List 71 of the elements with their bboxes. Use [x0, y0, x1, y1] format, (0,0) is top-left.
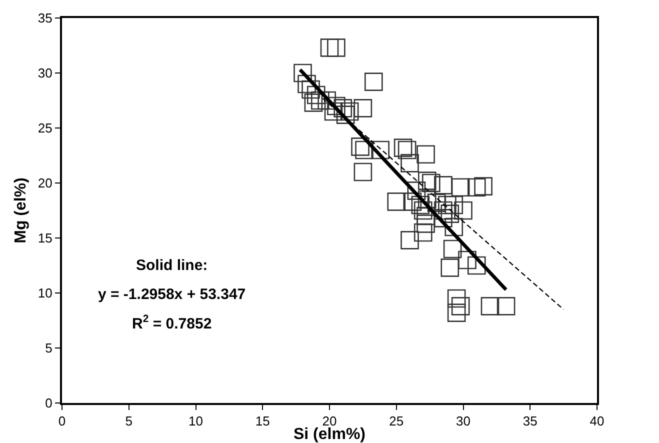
annotation: R$^{2}$ = 0.7852 [132, 313, 212, 332]
point [298, 74, 316, 94]
x-axis-title: Si (elm%) [293, 426, 366, 443]
point [444, 218, 464, 236]
point [447, 289, 466, 308]
point [474, 177, 492, 196]
point [467, 256, 486, 275]
x-tick-label: 30 [456, 414, 470, 429]
point [447, 304, 466, 322]
point [416, 145, 435, 164]
point [351, 138, 370, 156]
point [400, 154, 419, 172]
point [327, 96, 346, 116]
point [354, 162, 372, 182]
point [440, 258, 460, 277]
point [416, 214, 435, 233]
point [418, 172, 436, 190]
point [407, 182, 426, 200]
x-tick-label: 15 [255, 414, 270, 429]
point [327, 38, 346, 57]
y-tick-label: 30 [38, 66, 52, 81]
y-tick-label: 20 [38, 176, 52, 191]
y-tick-label: 25 [38, 120, 52, 136]
point [443, 240, 462, 258]
x-tick-label: 0 [58, 414, 66, 429]
y-tick-label: 10 [38, 286, 52, 301]
annotation: Solid line: [136, 257, 208, 274]
point [411, 196, 430, 214]
point [454, 201, 472, 220]
y-tick-label: 35 [38, 10, 52, 26]
point [304, 94, 323, 112]
point [414, 223, 432, 242]
point [496, 297, 516, 316]
point [354, 99, 372, 118]
point [438, 196, 456, 214]
annotation: y = -1.2958x + 53.347 [98, 286, 246, 303]
x-tick-label: 10 [188, 414, 203, 429]
point [451, 178, 470, 197]
x-tick-label: 20 [322, 414, 337, 429]
point [334, 99, 352, 118]
point [458, 250, 476, 270]
point [400, 231, 419, 250]
point [294, 64, 312, 82]
point [336, 106, 355, 124]
x-tick-label: 25 [389, 414, 404, 429]
point [340, 102, 359, 121]
point [422, 174, 440, 192]
x-tick-label: 35 [522, 414, 538, 429]
point [414, 201, 432, 220]
y-axis-title: Mg (el%) [12, 178, 30, 244]
point [320, 38, 339, 57]
point [403, 192, 422, 211]
y-tick-label: 0 [45, 396, 52, 411]
y-tick-label: 15 [38, 230, 52, 246]
point [302, 80, 320, 99]
point [440, 204, 460, 223]
point [364, 72, 383, 91]
y-tick-label: 5 [45, 340, 52, 356]
x-tick-label: 5 [125, 414, 132, 429]
point [387, 192, 406, 211]
point [355, 140, 374, 160]
point [467, 178, 486, 197]
x-tick-label: 40 [590, 414, 604, 429]
point [394, 138, 412, 157]
point [398, 140, 416, 160]
point [444, 196, 464, 214]
point [480, 297, 500, 316]
point [451, 297, 470, 316]
point [371, 140, 390, 160]
point [306, 86, 326, 104]
point [324, 102, 343, 121]
